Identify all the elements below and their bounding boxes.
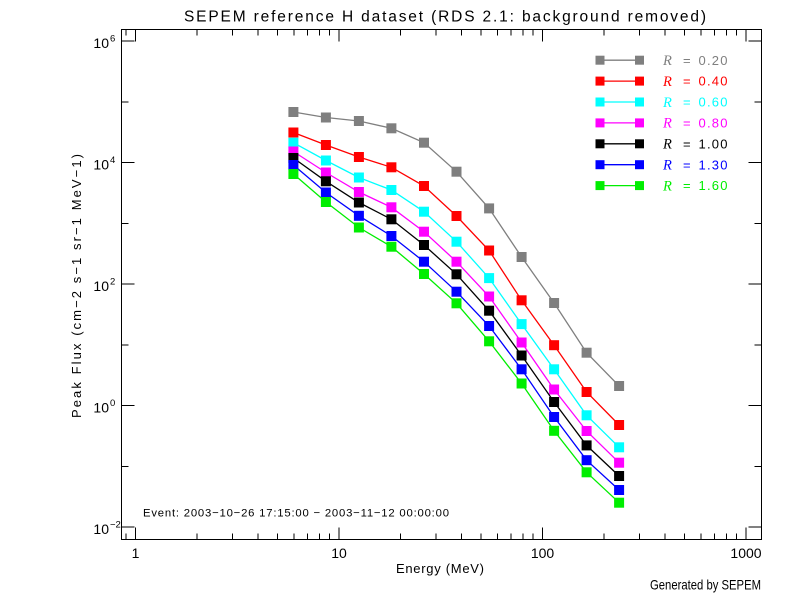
svg-text:1000: 1000 <box>730 545 761 561</box>
svg-text:R: R <box>662 137 672 153</box>
svg-text:10: 10 <box>93 400 109 416</box>
svg-text:0.60: 0.60 <box>699 95 728 110</box>
svg-text:Event: 2003−10−26 17:15:00 −: Event: 2003−10−26 17:15:00 − 2003−11−12 … <box>143 508 449 520</box>
svg-text:Peak Flux (cm−2 s−1 sr−1 MeV−1: Peak Flux (cm−2 s−1 sr−1 MeV−1) <box>69 154 84 418</box>
svg-text:1.60: 1.60 <box>699 178 728 193</box>
svg-text:Generated by SEPEM: Generated by SEPEM <box>650 577 761 593</box>
svg-text:10: 10 <box>93 521 109 537</box>
svg-text:=: = <box>683 95 691 110</box>
svg-text:0.20: 0.20 <box>699 53 728 68</box>
svg-text:=: = <box>683 157 691 172</box>
svg-text:1.00: 1.00 <box>699 136 728 151</box>
svg-text:10: 10 <box>93 157 109 173</box>
svg-text:=: = <box>683 74 691 89</box>
svg-text:R: R <box>662 158 672 174</box>
svg-text:=: = <box>683 53 691 68</box>
svg-text:10: 10 <box>93 278 109 294</box>
svg-text:100: 100 <box>531 545 555 561</box>
svg-text:4: 4 <box>110 155 115 166</box>
svg-text:R: R <box>662 53 672 69</box>
svg-text:10: 10 <box>331 545 347 561</box>
svg-text:1.30: 1.30 <box>699 157 728 172</box>
svg-text:R: R <box>662 95 672 111</box>
svg-text:R: R <box>662 116 672 132</box>
svg-text:Energy (MeV): Energy (MeV) <box>396 561 484 576</box>
svg-text:2: 2 <box>110 277 115 288</box>
svg-text:−2: −2 <box>110 520 121 531</box>
svg-text:0.40: 0.40 <box>699 74 728 89</box>
svg-text:0: 0 <box>110 398 115 409</box>
svg-text:=: = <box>683 178 691 193</box>
svg-text:6: 6 <box>110 34 115 45</box>
svg-text:SEPEM reference H dataset (RDS: SEPEM reference H dataset (RDS 2.1: back… <box>184 9 706 26</box>
svg-text:R: R <box>662 74 672 90</box>
svg-text:=: = <box>683 136 691 151</box>
svg-text:10: 10 <box>93 35 109 51</box>
svg-text:1: 1 <box>132 545 140 561</box>
svg-text:=: = <box>683 116 691 131</box>
svg-text:R: R <box>662 178 672 194</box>
svg-text:0.80: 0.80 <box>699 116 728 131</box>
